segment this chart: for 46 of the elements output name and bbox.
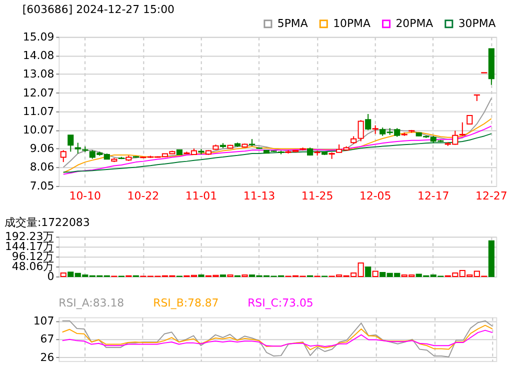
line-series	[62, 98, 492, 168]
line-series	[62, 118, 492, 174]
y-tick-label: 48.06万	[12, 260, 54, 273]
y-tick-label: 8.06	[30, 160, 54, 174]
y-tick-label: 13.08	[22, 68, 54, 81]
y-tick-label: 67	[40, 332, 54, 346]
x-tick-label: 11-25	[301, 189, 334, 202]
x-tick-label: 12-05	[359, 189, 392, 202]
y-tick-label: 15.09	[22, 30, 54, 44]
chart-title: [603686] 2024-12-27 15:00	[22, 2, 175, 16]
bar	[365, 266, 372, 277]
y-tick-label: 14.08	[22, 49, 54, 62]
y-tick-label: 10.07	[22, 123, 54, 136]
y-tick-label: 26	[40, 350, 54, 364]
text: 成交量:1722083	[4, 216, 90, 229]
line-series	[62, 324, 493, 350]
candlestick	[474, 94, 480, 102]
line-series	[62, 320, 493, 358]
candlestick	[60, 150, 66, 163]
y-tick-label: 7.05	[30, 179, 54, 192]
legend-label: 5PMA	[277, 16, 308, 30]
y-tick-label: 11.07	[22, 104, 54, 118]
x-tick-label: 10-10	[69, 189, 102, 202]
legend-label: 20PMA	[396, 16, 434, 30]
bar	[488, 240, 494, 277]
candlestick	[68, 134, 74, 152]
text: RSI_C:73.05	[248, 296, 314, 310]
line-series	[62, 330, 493, 348]
x-tick-label: 11-01	[185, 189, 218, 202]
x-tick-label: 10-22	[127, 189, 160, 202]
x-tick-label: 12-17	[418, 189, 450, 202]
series-label: RSI_A:83.18	[58, 296, 124, 310]
legend-label: 10PMA	[333, 16, 371, 30]
text: RSI_B:78.87	[153, 296, 219, 310]
candlestick	[365, 114, 372, 131]
line-series	[62, 133, 492, 173]
x-tick-label: 11-13	[243, 189, 276, 202]
x-tick-label: 12-27	[476, 189, 508, 202]
y-tick-label: 9.06	[30, 142, 54, 156]
bar	[372, 270, 378, 277]
bar	[60, 272, 66, 277]
candlestick	[74, 142, 81, 154]
y-tick-label: 107	[33, 314, 54, 328]
legend-label: 30PMA	[458, 16, 496, 30]
y-tick-label: 12.07	[22, 86, 54, 100]
line-series	[62, 126, 492, 175]
